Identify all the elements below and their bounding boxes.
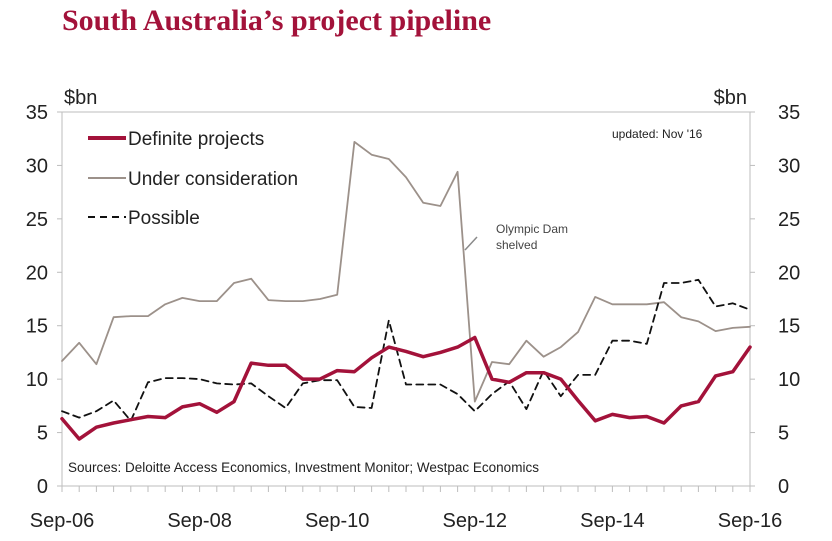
- y-tick-label-right: 0: [778, 476, 789, 498]
- y-tick-label-right: 35: [778, 102, 800, 124]
- y-tick-label-left: 30: [26, 155, 48, 177]
- y-tick-label-left: 0: [37, 476, 48, 498]
- y-tick-label-left: 15: [26, 316, 48, 338]
- annotation-line-2: shelved: [496, 238, 537, 252]
- legend-label-under: Under consideration: [128, 169, 298, 190]
- annotation-line-1: Olympic Dam: [496, 222, 568, 236]
- series-layer: [60, 140, 752, 441]
- y-tick-label-left: 35: [26, 102, 48, 124]
- series-line-definite-projects: [60, 335, 752, 441]
- annotation-olympic-dam: Olympic Dam shelved: [464, 222, 568, 252]
- y-tick-label-left: 20: [26, 262, 48, 284]
- y-tick-label-left: 5: [37, 423, 48, 445]
- y-axis-label-left: $bn: [64, 87, 97, 109]
- source-note: Sources: Deloitte Access Economics, Inve…: [68, 460, 539, 475]
- y-tick-label-left: 25: [26, 209, 48, 231]
- legend-label-possible: Possible: [128, 208, 200, 229]
- legend-label-definite: Definite projects: [128, 129, 264, 150]
- y-tick-label-right: 20: [778, 262, 800, 284]
- y-tick-label-right: 10: [778, 369, 800, 391]
- x-tick-label: Sep-10: [305, 510, 370, 532]
- y-tick-label-right: 30: [778, 155, 800, 177]
- y-axis-label-right: $bn: [714, 87, 747, 109]
- legend: Definite projects Under consideration Po…: [88, 129, 298, 229]
- x-tick-label: Sep-12: [443, 510, 508, 532]
- x-tick-label: Sep-08: [167, 510, 232, 532]
- chart-title: South Australia’s project pipeline: [62, 4, 492, 37]
- annotation-leader-line: [464, 236, 478, 251]
- x-tick-label: Sep-06: [30, 510, 95, 532]
- updated-note: updated: Nov '16: [612, 127, 703, 141]
- y-tick-label-right: 5: [778, 423, 789, 445]
- y-tick-label-right: 25: [778, 209, 800, 231]
- series-line-possible: [61, 278, 751, 422]
- plot-area: [61, 111, 751, 487]
- y-tick-label-right: 15: [778, 316, 800, 338]
- axes: 0 0 5 5 10 10 15 15 20 20 25 25 30 30 35 35 Sep-06 Sep-08…: [26, 102, 801, 532]
- series-line-under-consideration: [61, 140, 751, 403]
- x-tick-label: Sep-16: [718, 510, 783, 532]
- y-tick-label-left: 10: [26, 369, 48, 391]
- x-tick-label: Sep-14: [580, 510, 645, 532]
